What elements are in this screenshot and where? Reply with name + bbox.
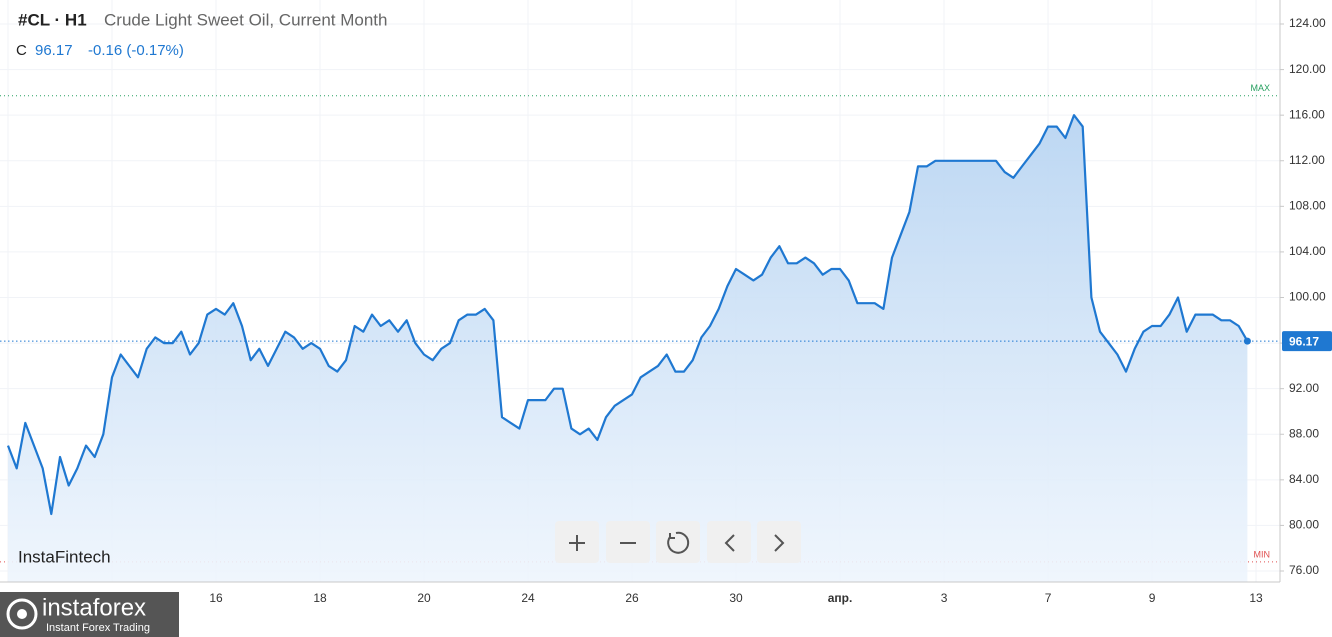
y-tick-label: 100.00: [1289, 290, 1326, 304]
quote-value: 96.17: [35, 42, 73, 59]
y-tick-label: 108.00: [1289, 199, 1326, 213]
reference-label: MAX: [1250, 83, 1270, 93]
logo: instaforex Instant Forex Trading: [0, 592, 179, 637]
x-tick-label: 9: [1149, 591, 1156, 605]
y-tick-label: 116.00: [1289, 107, 1325, 121]
y-tick-label: 76.00: [1289, 563, 1319, 577]
x-tick-label: 26: [625, 591, 639, 605]
right-icon: [774, 534, 785, 552]
logo-name: instaforex: [42, 594, 146, 621]
logo-icon-core: [17, 609, 27, 619]
x-tick-label: 30: [729, 591, 743, 605]
plus-icon: [569, 535, 585, 551]
reset-button[interactable]: [656, 521, 700, 563]
line: [6, 114, 1249, 516]
axes: 76.0080.0084.0088.0092.0096.00100.00104.…: [1, 16, 1332, 605]
y-tick-label: 120.00: [1289, 62, 1326, 76]
logo-icon: [6, 598, 38, 630]
logo-background: [0, 592, 179, 637]
y-tick-label: 84.00: [1289, 472, 1319, 486]
x-tick-label: 7: [1045, 591, 1052, 605]
y-tick-label: 104.00: [1289, 244, 1326, 258]
logo-tagline: Instant Forex Trading: [46, 622, 150, 634]
quote-change: -0.16 (-0.17%): [88, 42, 184, 59]
x-tick-label: апр.: [828, 591, 853, 605]
y-tick-label: 80.00: [1289, 518, 1319, 532]
left-icon: [724, 534, 735, 552]
last-price-box: [1282, 331, 1332, 352]
plot: MAX MIN: [0, 83, 1280, 582]
y-tick-label: 88.00: [1289, 426, 1319, 440]
chart-title: #CL · H1: [18, 10, 87, 29]
scroll-right-button[interactable]: [757, 521, 801, 563]
x-tick-label: 24: [521, 591, 535, 605]
last-price-label: 96.17: [1289, 334, 1319, 348]
x-tick-label: 3: [941, 591, 948, 605]
chart-subtitle: Crude Light Sweet Oil, Current Month: [104, 10, 387, 29]
x-tick-label: 20: [417, 591, 431, 605]
y-tick-label: 92.00: [1289, 381, 1319, 395]
x-tick-label: 18: [313, 591, 327, 605]
y-tick-label: 124.00: [1289, 16, 1326, 30]
watermark: InstaFintech: [18, 547, 111, 566]
x-tick-label: 16: [209, 591, 223, 605]
zoom-controls: [555, 521, 801, 563]
quote-label: C: [16, 42, 27, 59]
reset-icon: [667, 531, 690, 554]
last-point: [1243, 337, 1251, 345]
reference-label: MIN: [1254, 549, 1271, 559]
scroll-left-button[interactable]: [707, 521, 751, 563]
area: [8, 115, 1248, 582]
x-tick-label: 13: [1249, 591, 1263, 605]
y-tick-label: 112.00: [1289, 153, 1325, 167]
